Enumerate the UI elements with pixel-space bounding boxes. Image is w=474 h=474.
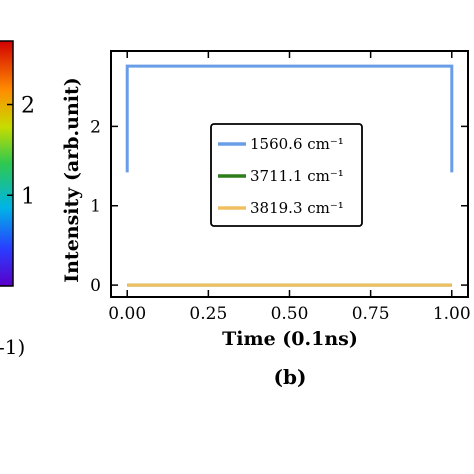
plot-area: 0.00 0.25 0.50 0.75 1.00 0 1 2: [90, 50, 471, 324]
y-tick-label: 2: [90, 117, 101, 137]
x-tick-label: 0.25: [189, 304, 227, 324]
legend-label-3: 3819.3 cm⁻¹: [250, 199, 344, 217]
x-tick-label: 1.00: [433, 304, 471, 324]
x-tick-label: 0.75: [352, 304, 390, 324]
colorbar-label-fragment: -1): [0, 335, 25, 359]
colorbar-tick-label: 2: [21, 94, 35, 119]
y-axis: 0 1 2: [90, 117, 468, 296]
x-tick-label: 0.00: [108, 304, 146, 324]
y-tick-label: 1: [90, 197, 101, 217]
colorbar-tick-label: 1: [21, 184, 35, 209]
y-axis-title: Intensity (arb.unit): [61, 77, 83, 283]
x-axis: 0.00 0.25 0.50 0.75 1.00: [108, 51, 471, 324]
colorbar: 21 -1): [0, 40, 35, 359]
legend-label-1: 1560.6 cm⁻¹: [250, 135, 344, 153]
series-layer: [125, 64, 454, 287]
y-tick-label: 0: [90, 276, 101, 296]
colorbar-gradient: [0, 40, 14, 287]
legend-box: [210, 123, 363, 227]
panel-label: (b): [274, 365, 307, 389]
legend-label-2: 3711.1 cm⁻¹: [250, 167, 344, 185]
legend-items: 1560.6 cm⁻¹ 3711.1 cm⁻¹ 3819.3 cm⁻¹: [218, 135, 344, 217]
colorbar-ticks: 21: [7, 94, 35, 209]
legend: 1560.6 cm⁻¹ 3711.1 cm⁻¹ 3819.3 cm⁻¹: [210, 123, 363, 227]
x-axis-title: Time (0.1ns): [222, 328, 358, 350]
series-line-1: [125, 64, 454, 173]
x-tick-label: 0.50: [271, 304, 309, 324]
